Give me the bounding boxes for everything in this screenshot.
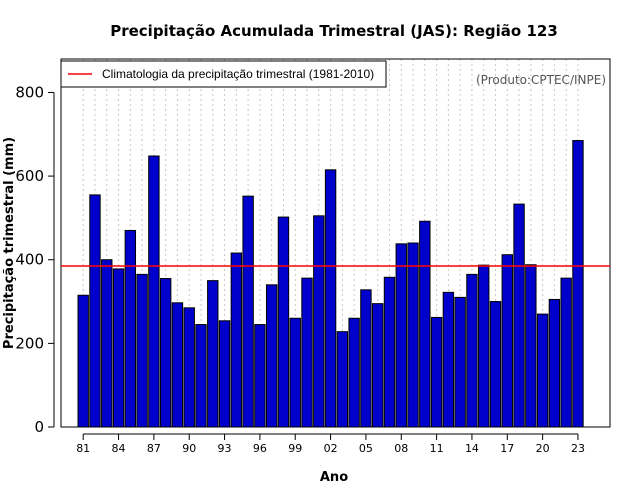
bar-84 bbox=[112, 268, 125, 428]
bar-06 bbox=[372, 303, 384, 428]
bar-07 bbox=[383, 276, 396, 428]
bar-10 bbox=[419, 220, 431, 428]
bar-98 bbox=[277, 216, 290, 428]
x-tick-label: 87 bbox=[147, 442, 161, 455]
x-tick-label: 93 bbox=[218, 442, 232, 455]
legend-label: Climatologia da precipitação trimestral … bbox=[102, 67, 374, 81]
x-tick-label: 23 bbox=[571, 442, 585, 455]
bar-81 bbox=[77, 294, 89, 428]
bar-83 bbox=[101, 259, 113, 428]
bar-09 bbox=[407, 242, 419, 428]
legend: Climatologia da precipitação trimestral … bbox=[60, 60, 387, 88]
bar-86 bbox=[136, 273, 148, 428]
bar-16 bbox=[489, 301, 502, 428]
bar-88 bbox=[159, 278, 172, 428]
bar-21 bbox=[548, 298, 561, 428]
bar-19 bbox=[525, 264, 537, 428]
bar-00 bbox=[301, 277, 313, 428]
bar-22 bbox=[560, 277, 572, 428]
bar-96 bbox=[254, 324, 266, 428]
bar-87 bbox=[148, 155, 160, 428]
bar-03 bbox=[336, 331, 349, 428]
bar-18 bbox=[513, 203, 525, 428]
bar-11 bbox=[430, 316, 443, 428]
bar-91 bbox=[195, 324, 207, 428]
x-tick-label: 20 bbox=[536, 442, 550, 455]
bar-20 bbox=[536, 313, 549, 428]
bar-92 bbox=[207, 280, 219, 428]
bar-04 bbox=[348, 317, 360, 428]
bar-01 bbox=[313, 215, 325, 428]
bar-23 bbox=[572, 140, 584, 428]
bar-12 bbox=[442, 291, 455, 428]
bar-82 bbox=[89, 194, 101, 428]
bar-02 bbox=[324, 169, 337, 428]
product-credit: (Produto:CPTEC/INPE) bbox=[476, 73, 606, 87]
bar-89 bbox=[171, 302, 184, 428]
y-axis: 0 200 400 600 800 bbox=[15, 83, 55, 436]
bar-99 bbox=[289, 317, 301, 428]
bars bbox=[77, 140, 584, 428]
x-tick-label: 05 bbox=[359, 442, 373, 455]
bar-90 bbox=[183, 307, 195, 428]
bar-05 bbox=[360, 289, 372, 428]
bar-95 bbox=[242, 195, 254, 428]
x-tick-label: 14 bbox=[465, 442, 479, 455]
bar-93 bbox=[218, 320, 231, 428]
x-tick-label: 81 bbox=[76, 442, 90, 455]
x-axis-title: Ano bbox=[320, 470, 348, 485]
y-axis-title: Precipitação trimestral (mm) bbox=[2, 137, 17, 349]
bar-94 bbox=[230, 252, 243, 428]
y-tick-label: 200 bbox=[15, 334, 44, 352]
bar-13 bbox=[454, 296, 466, 428]
legend-box bbox=[60, 60, 387, 88]
x-tick-label: 96 bbox=[253, 442, 267, 455]
bar-08 bbox=[395, 243, 407, 428]
bar-15 bbox=[478, 264, 490, 428]
x-tick-label: 84 bbox=[112, 442, 126, 455]
y-tick-label: 0 bbox=[34, 418, 44, 436]
x-axis: 81 84 87 90 93 96 99 02 05 08 11 14 17 20 23 bbox=[76, 433, 585, 455]
bar-14 bbox=[466, 273, 478, 428]
x-tick-label: 99 bbox=[288, 442, 302, 455]
bar-85 bbox=[124, 229, 137, 428]
x-tick-label: 17 bbox=[500, 442, 514, 455]
x-tick-label: 90 bbox=[182, 442, 196, 455]
y-tick-label: 800 bbox=[15, 83, 44, 101]
y-tick-label: 400 bbox=[15, 251, 44, 269]
x-tick-label: 02 bbox=[324, 442, 338, 455]
y-tick-label: 600 bbox=[15, 167, 44, 185]
bar-17 bbox=[501, 254, 513, 428]
chart-title: Precipitação Acumulada Trimestral (JAS):… bbox=[110, 22, 558, 40]
x-tick-label: 08 bbox=[394, 442, 408, 455]
bar-97 bbox=[265, 284, 278, 428]
x-tick-label: 11 bbox=[430, 442, 444, 455]
